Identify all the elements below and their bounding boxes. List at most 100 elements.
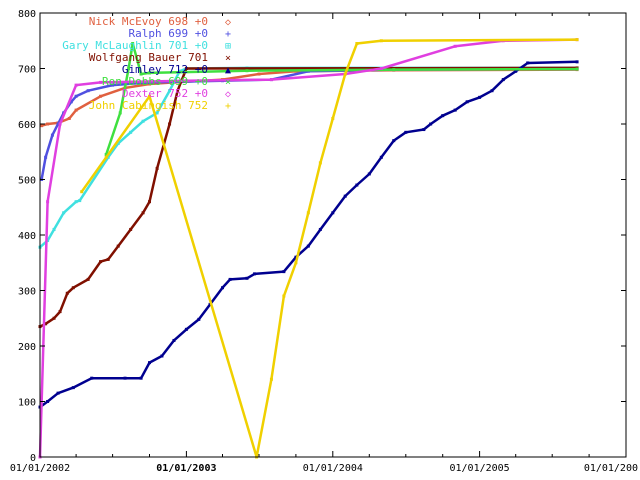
- legend-entry-dexter-752-0: Dexter 752 +0: [122, 87, 208, 100]
- data-point: [331, 116, 335, 120]
- y-tick-label: 300: [18, 287, 36, 298]
- x-tick-label: 01/01/2003: [156, 463, 216, 474]
- data-point: [282, 270, 286, 274]
- series-gimley-712-0: [38, 60, 579, 409]
- data-point: [184, 327, 188, 331]
- y-tick-label: 800: [18, 9, 36, 20]
- data-point: [168, 89, 172, 93]
- data-point: [490, 89, 494, 93]
- data-point: [306, 211, 310, 215]
- data-point: [269, 78, 273, 82]
- legend-entry-john-cabingish-752: John Cabingish 752: [89, 99, 208, 112]
- data-point: [62, 211, 66, 215]
- legend-marker: ×: [225, 53, 231, 64]
- data-point: [46, 122, 50, 126]
- legend-marker: +: [225, 101, 231, 112]
- data-point: [52, 227, 56, 231]
- data-point: [168, 122, 172, 126]
- data-point: [379, 67, 383, 70]
- data-point: [104, 153, 108, 157]
- data-point: [123, 376, 127, 380]
- legend-marker: ⊞: [225, 41, 231, 52]
- y-tick-label: 600: [18, 120, 36, 131]
- data-point: [46, 200, 50, 204]
- data-point: [74, 83, 78, 87]
- data-point: [392, 139, 396, 143]
- data-point: [118, 111, 122, 115]
- data-point: [139, 72, 143, 76]
- data-point: [367, 172, 371, 176]
- data-point: [74, 94, 78, 98]
- data-point: [71, 286, 75, 290]
- data-point: [176, 89, 180, 93]
- data-point: [197, 317, 201, 321]
- data-point: [50, 133, 54, 137]
- data-point: [355, 183, 359, 187]
- data-point: [526, 61, 530, 65]
- data-point: [294, 255, 298, 259]
- data-point: [245, 276, 249, 280]
- data-point: [111, 83, 115, 87]
- data-point: [441, 114, 445, 118]
- data-point: [453, 44, 457, 48]
- series-ron-dobbs-699-0: [104, 42, 579, 157]
- data-point: [318, 161, 322, 165]
- legend: Nick McEvoy 698 +0 ◇ Ralph 699 +0 + Gary McL…: [62, 15, 231, 112]
- data-point: [575, 38, 579, 42]
- y-tick-label: 100: [18, 398, 36, 409]
- data-point: [404, 130, 408, 134]
- data-point: [129, 227, 133, 231]
- data-point: [184, 79, 188, 83]
- series-line-core: [81, 39, 578, 458]
- series-ralph-699-0: [40, 67, 579, 181]
- data-point: [331, 211, 335, 215]
- legend-entry-nick-mcevoy-698-0: Nick McEvoy 698 +0: [89, 15, 208, 28]
- data-point: [465, 100, 469, 104]
- data-point: [575, 60, 579, 64]
- data-point: [86, 277, 90, 281]
- data-point: [294, 261, 298, 265]
- data-point: [141, 211, 145, 215]
- data-point: [147, 94, 151, 98]
- x-tick-label: 01/01/2005: [449, 463, 509, 474]
- legend-marker: ▲: [225, 65, 231, 76]
- data-point: [422, 128, 426, 132]
- data-point: [56, 122, 60, 126]
- legend-entry-ron-dobbs-699-0: Ron Dobbs 699 +0: [102, 75, 208, 88]
- x-tick-label: 01/01/2002: [10, 463, 70, 474]
- y-tick-label: 700: [18, 65, 36, 76]
- data-point: [106, 257, 110, 261]
- data-point: [129, 130, 133, 134]
- y-tick-label: 0: [30, 453, 36, 464]
- data-point: [116, 141, 120, 145]
- y-tick-label: 500: [18, 176, 36, 187]
- data-point: [147, 361, 151, 365]
- data-point: [172, 338, 176, 342]
- data-point: [379, 155, 383, 159]
- y-tick-label: 200: [18, 342, 36, 353]
- data-point: [58, 122, 62, 126]
- data-point: [86, 89, 90, 93]
- data-point: [44, 155, 48, 159]
- data-point: [155, 166, 159, 170]
- legend-marker: ◇: [225, 17, 231, 28]
- data-point: [99, 94, 103, 98]
- legend-marker: ×: [225, 77, 231, 88]
- data-point: [106, 155, 110, 159]
- data-point: [306, 244, 310, 248]
- data-point: [245, 69, 249, 73]
- data-point: [40, 124, 44, 128]
- data-point: [429, 122, 433, 126]
- legend-entry-wolfgang-bauer-701: Wolfgang Bauer 701: [89, 51, 208, 64]
- x-tick-label: 01/01/2004: [303, 463, 363, 474]
- data-point: [99, 260, 103, 264]
- series-wolfgang-bauer-701: [38, 66, 579, 329]
- data-point: [104, 155, 108, 159]
- data-point: [74, 108, 78, 112]
- legend-marker: ◇: [225, 89, 231, 100]
- data-point: [575, 67, 579, 71]
- data-point: [253, 272, 257, 276]
- data-point: [228, 277, 232, 281]
- data-point: [147, 82, 151, 86]
